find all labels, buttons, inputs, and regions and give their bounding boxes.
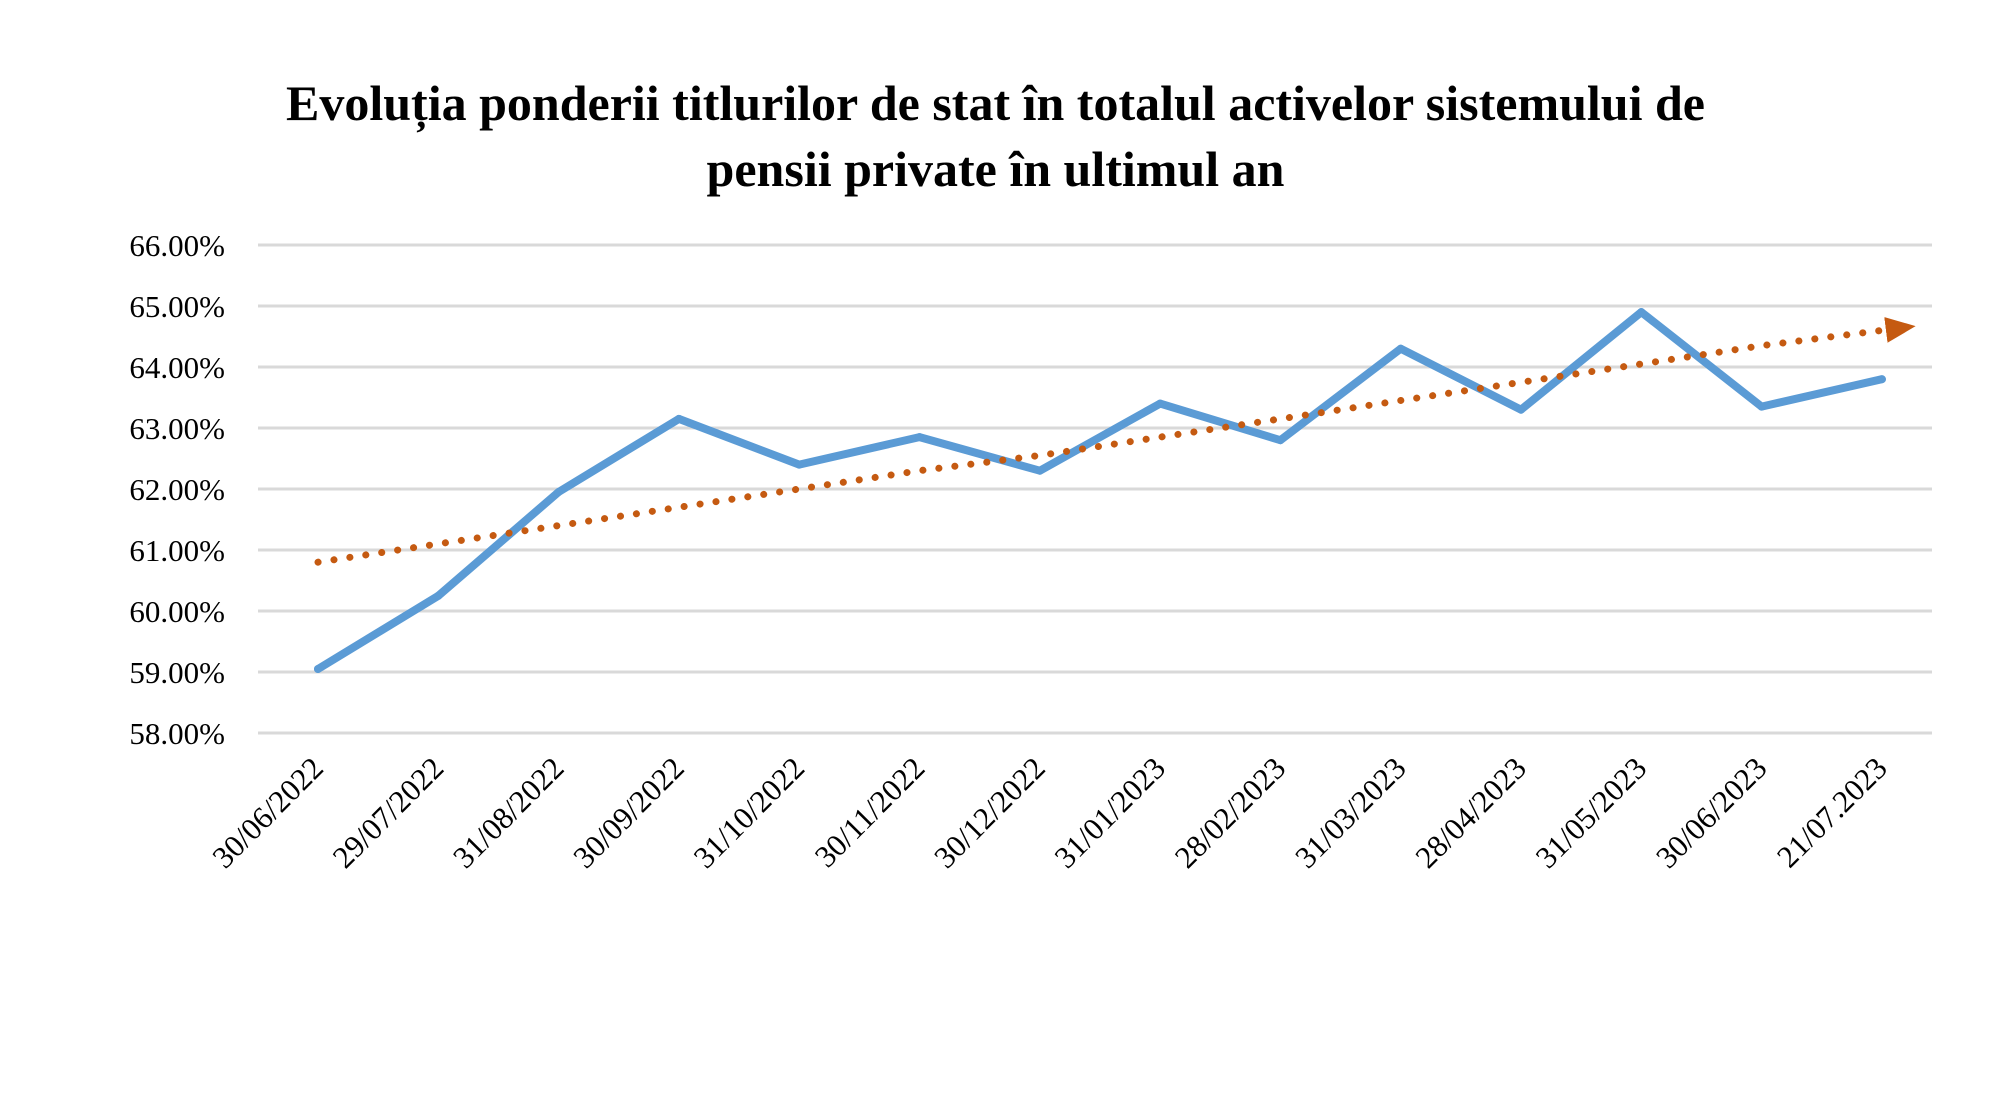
x-tick-label: 31/08/2022 xyxy=(446,750,571,875)
series-line xyxy=(314,308,1886,673)
y-tick-label: 63.00% xyxy=(129,411,225,446)
y-tick-label: 61.00% xyxy=(129,533,225,568)
data-point xyxy=(1035,466,1044,475)
chart-title: Evoluția ponderii titlurilor de stat în … xyxy=(0,70,1991,202)
data-point xyxy=(1637,308,1646,317)
data-point xyxy=(1757,402,1766,411)
chart-title-line-1: Evoluția ponderii titlurilor de stat în … xyxy=(286,75,1705,131)
gridlines xyxy=(258,243,1932,735)
y-tick-label: 60.00% xyxy=(129,594,225,629)
y-tick-label: 62.00% xyxy=(129,472,225,507)
y-tick-label: 59.00% xyxy=(129,655,225,690)
y-tick-label: 64.00% xyxy=(129,350,225,385)
x-tick-label: 21/07.2023 xyxy=(1770,750,1894,874)
trendline xyxy=(314,326,1886,566)
x-axis: 30/06/202229/07/202231/08/202230/09/2022… xyxy=(205,750,1894,875)
x-tick-label: 31/10/2022 xyxy=(687,750,812,875)
data-point xyxy=(1156,399,1165,408)
data-point xyxy=(915,433,924,442)
x-tick-label: 28/04/2023 xyxy=(1408,750,1533,875)
x-tick-label: 31/01/2023 xyxy=(1047,750,1172,875)
x-tick-label: 30/06/2022 xyxy=(205,750,330,875)
x-tick-label: 28/02/2023 xyxy=(1168,750,1293,875)
y-tick-label: 65.00% xyxy=(129,289,225,324)
chart-title-line-2: pensii private în ultimul an xyxy=(706,141,1285,197)
data-point xyxy=(674,414,683,423)
data-point xyxy=(1276,436,1285,445)
y-tick-label: 66.00% xyxy=(129,228,225,263)
y-tick-label: 58.00% xyxy=(129,716,225,751)
x-tick-label: 30/09/2022 xyxy=(566,750,691,875)
data-point xyxy=(554,488,563,497)
x-tick-label: 31/05/2023 xyxy=(1529,750,1654,875)
plot-area xyxy=(314,308,1916,673)
data-point xyxy=(314,664,322,673)
x-tick-label: 29/07/2022 xyxy=(326,750,451,875)
data-point xyxy=(1396,344,1405,353)
x-tick-label: 30/11/2022 xyxy=(808,750,932,874)
x-tick-label: 31/03/2023 xyxy=(1288,750,1413,875)
y-axis: 58.00% 59.00% 60.00% 61.00% 62.00% 63.00% 64.0… xyxy=(129,228,225,751)
data-point xyxy=(1517,405,1525,414)
x-tick-label: 30/12/2022 xyxy=(927,750,1052,875)
data-point xyxy=(1877,375,1886,384)
data-point xyxy=(795,460,804,469)
x-tick-label: 30/06/2023 xyxy=(1649,750,1774,875)
data-point xyxy=(434,591,443,600)
